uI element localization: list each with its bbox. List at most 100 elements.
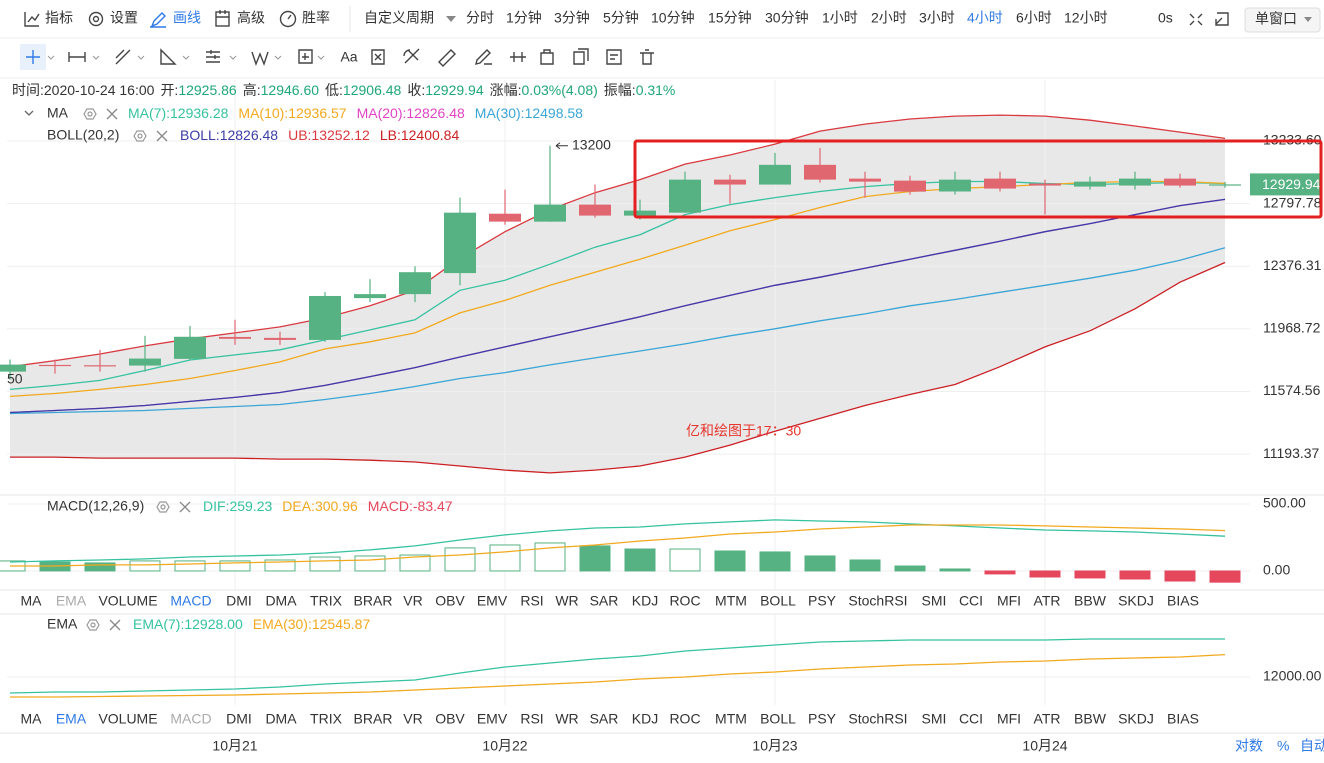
legend-entry[interactable]: BOLL:12826.48 bbox=[180, 127, 278, 143]
axis-control[interactable]: % bbox=[1277, 738, 1289, 754]
indicator-tab[interactable]: SKDJ bbox=[1118, 711, 1154, 727]
indicator-tab[interactable]: VOLUME bbox=[98, 593, 157, 609]
indicator-tab[interactable]: BRAR bbox=[354, 711, 393, 727]
period-option[interactable]: 3小时 bbox=[919, 10, 955, 26]
winrate-icon[interactable] bbox=[279, 10, 297, 28]
window-select[interactable] bbox=[1244, 7, 1321, 33]
indicator-tab[interactable]: DMI bbox=[226, 593, 252, 609]
indicator-tab[interactable]: MFI bbox=[997, 711, 1021, 727]
indicator-tab[interactable]: CCI bbox=[959, 711, 983, 727]
indicator-tab[interactable]: DMA bbox=[265, 593, 297, 609]
copy-tool[interactable] bbox=[573, 48, 589, 65]
indicator-tab[interactable]: MACD bbox=[170, 711, 211, 727]
indicator-tab[interactable]: VR bbox=[403, 711, 422, 727]
period-option[interactable]: 6小时 bbox=[1016, 10, 1052, 26]
collapse-icon[interactable] bbox=[24, 110, 34, 116]
toolbar-item[interactable]: 指标 bbox=[45, 10, 73, 26]
trendline-tool[interactable] bbox=[115, 49, 131, 65]
draw-icon[interactable] bbox=[150, 12, 166, 28]
indicator-tab[interactable]: EMA bbox=[56, 593, 87, 609]
axis-control[interactable]: 自动 bbox=[1300, 738, 1324, 754]
legend-entry[interactable]: DIF:259.23 bbox=[203, 498, 272, 514]
indicator-tab[interactable]: SAR bbox=[590, 711, 619, 727]
popout-icon[interactable] bbox=[1215, 12, 1229, 26]
fullscreen-icon[interactable] bbox=[1189, 13, 1203, 26]
close-icon[interactable] bbox=[109, 619, 121, 631]
indicator-tab[interactable]: BBW bbox=[1074, 711, 1107, 727]
hline-tool[interactable] bbox=[68, 52, 86, 62]
indicator-tab[interactable]: BIAS bbox=[1167, 711, 1199, 727]
ruler-tool[interactable] bbox=[438, 49, 456, 67]
crosshair-tool[interactable] bbox=[26, 50, 40, 64]
indicator-tab[interactable]: ROC bbox=[669, 593, 700, 609]
indicator-tab[interactable]: SMI bbox=[922, 711, 947, 727]
period-option[interactable]: 5分钟 bbox=[603, 10, 639, 26]
legend-entry[interactable]: MA(7):12936.28 bbox=[128, 105, 229, 121]
layer-tool[interactable] bbox=[606, 49, 622, 65]
period-option[interactable]: 12小时 bbox=[1064, 10, 1108, 26]
close-icon[interactable] bbox=[106, 108, 118, 120]
period-option[interactable]: 30分钟 bbox=[765, 10, 809, 26]
indicator-tab[interactable]: RSI bbox=[520, 593, 543, 609]
toolbar-item[interactable]: 设置 bbox=[110, 10, 138, 26]
dropdown-arrow[interactable] bbox=[446, 16, 456, 22]
indicator-tab[interactable]: BOLL bbox=[760, 593, 796, 609]
indicator-tab[interactable]: BRAR bbox=[354, 593, 393, 609]
indicator-tab[interactable]: ATR bbox=[1034, 711, 1061, 727]
indicator-tab[interactable]: VOLUME bbox=[98, 711, 157, 727]
indicator-tab[interactable]: PSY bbox=[808, 593, 837, 609]
delete-tool[interactable] bbox=[640, 49, 654, 65]
indicator-icon[interactable] bbox=[24, 12, 40, 27]
indicator-tab[interactable]: DMI bbox=[226, 711, 252, 727]
indicator-tab[interactable]: StochRSI bbox=[848, 593, 907, 609]
indicator-tab[interactable]: SKDJ bbox=[1118, 593, 1154, 609]
angle-tool[interactable] bbox=[160, 48, 177, 65]
text-tool[interactable]: Aa bbox=[340, 49, 357, 65]
period-option[interactable]: 2小时 bbox=[871, 10, 907, 26]
advanced-icon[interactable] bbox=[215, 11, 230, 27]
indicator-tab[interactable]: BIAS bbox=[1167, 593, 1199, 609]
indicator-tab[interactable]: ATR bbox=[1034, 593, 1061, 609]
legend-entry[interactable]: EMA(7):12928.00 bbox=[133, 616, 243, 632]
toolbar-item[interactable]: 画线 bbox=[173, 10, 201, 26]
legend-entry[interactable]: MACD:-83.47 bbox=[368, 498, 453, 514]
legend-entry[interactable]: MA(10):12936.57 bbox=[238, 105, 346, 121]
shape-tool[interactable] bbox=[298, 49, 313, 64]
indicator-tab[interactable]: SAR bbox=[590, 593, 619, 609]
legend-entry[interactable]: EMA(30):12545.87 bbox=[253, 616, 371, 632]
indicator-tab[interactable]: MA bbox=[21, 711, 43, 727]
indicator-tab[interactable]: MACD bbox=[170, 593, 211, 609]
continuous-tool[interactable] bbox=[510, 52, 526, 62]
indicator-tab[interactable]: BOLL bbox=[760, 711, 796, 727]
indicator-tab[interactable]: EMV bbox=[477, 711, 508, 727]
measure-tool[interactable] bbox=[371, 49, 385, 65]
indicator-tab[interactable]: WR bbox=[555, 593, 578, 609]
period-option[interactable]: 分时 bbox=[466, 10, 494, 26]
indicator-tab[interactable]: WR bbox=[555, 711, 578, 727]
indicator-tab[interactable]: MFI bbox=[997, 593, 1021, 609]
indicator-tab[interactable]: TRIX bbox=[310, 711, 343, 727]
indicator-tab[interactable]: EMV bbox=[477, 593, 508, 609]
close-icon[interactable] bbox=[179, 501, 191, 513]
window-mode[interactable]: 单窗口 bbox=[1255, 11, 1297, 27]
custom-period[interactable]: 自定义周期 bbox=[364, 10, 434, 26]
period-option[interactable]: 10分钟 bbox=[651, 10, 695, 26]
period-option[interactable]: 3分钟 bbox=[554, 10, 590, 26]
indicator-tab[interactable]: KDJ bbox=[632, 593, 658, 609]
indicator-tab[interactable]: StochRSI bbox=[848, 711, 907, 727]
indicator-tab[interactable]: BBW bbox=[1074, 593, 1107, 609]
indicator-tab[interactable]: TRIX bbox=[310, 593, 343, 609]
indicator-tab[interactable]: PSY bbox=[808, 711, 837, 727]
legend-entry[interactable]: UB:13252.12 bbox=[288, 127, 370, 143]
indicator-tab[interactable]: MTM bbox=[715, 711, 747, 727]
magnet-tool[interactable] bbox=[403, 48, 420, 64]
legend-entry[interactable]: DEA:300.96 bbox=[282, 498, 358, 514]
indicator-tab[interactable]: MTM bbox=[715, 593, 747, 609]
visibility-icon[interactable] bbox=[83, 108, 97, 120]
indicator-tab[interactable]: CCI bbox=[959, 593, 983, 609]
indicator-tab[interactable]: KDJ bbox=[632, 711, 658, 727]
close-icon[interactable] bbox=[156, 130, 168, 142]
indicator-tab[interactable]: OBV bbox=[435, 711, 465, 727]
indicator-tab[interactable]: RSI bbox=[520, 711, 543, 727]
indicator-tab[interactable]: ROC bbox=[669, 711, 700, 727]
